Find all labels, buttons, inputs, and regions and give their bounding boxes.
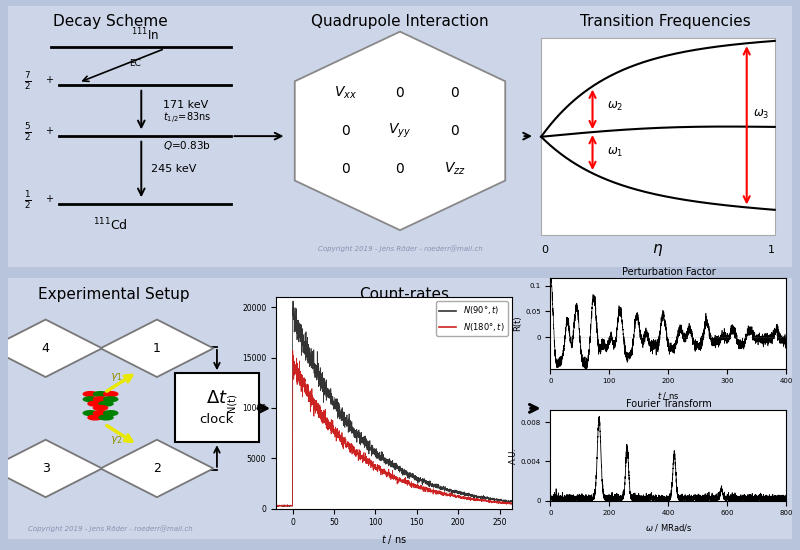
Text: $^{111}$Cd: $^{111}$Cd <box>93 217 127 233</box>
Text: 2: 2 <box>153 462 161 475</box>
Text: 1: 1 <box>767 245 774 255</box>
Text: +: + <box>45 194 53 204</box>
Circle shape <box>94 411 107 415</box>
Text: $\gamma_2$: $\gamma_2$ <box>110 434 122 446</box>
Legend: $N(90°,t)$, $N(180°,t)$: $N(90°,t)$, $N(180°,t)$ <box>436 301 508 336</box>
X-axis label: $\omega$ / MRad/s: $\omega$ / MRad/s <box>645 522 692 533</box>
Circle shape <box>104 411 118 415</box>
Text: Count-rates: Count-rates <box>359 287 449 303</box>
Text: Copyright 2019 - Jens Röder - roederr@mail.ch: Copyright 2019 - Jens Röder - roederr@ma… <box>318 245 482 252</box>
Circle shape <box>83 397 98 401</box>
Title: Perturbation Factor: Perturbation Factor <box>622 267 715 277</box>
Text: Transition Frequencies: Transition Frequencies <box>580 14 750 29</box>
Text: 4: 4 <box>42 342 50 355</box>
Text: Quadrupole Interaction: Quadrupole Interaction <box>311 14 489 29</box>
Text: +: + <box>45 126 53 136</box>
Y-axis label: N(t): N(t) <box>226 393 237 412</box>
Text: Copyright 2019 - Jens Röder - roederr@mail.ch: Copyright 2019 - Jens Röder - roederr@ma… <box>27 525 192 532</box>
Text: $\Delta t$: $\Delta t$ <box>206 389 228 407</box>
Circle shape <box>99 415 113 420</box>
Y-axis label: R(t): R(t) <box>514 315 522 331</box>
Title: Fourier Transform: Fourier Transform <box>626 399 711 409</box>
Text: 0: 0 <box>341 124 350 138</box>
Text: $\gamma_1$: $\gamma_1$ <box>110 371 122 383</box>
Text: $\frac{1}{2}$: $\frac{1}{2}$ <box>24 189 31 211</box>
Text: $\omega_3$: $\omega_3$ <box>753 108 770 122</box>
Text: 0: 0 <box>396 86 404 100</box>
FancyBboxPatch shape <box>541 38 774 235</box>
Text: clock: clock <box>200 413 234 426</box>
Text: Count-rate Ratio/FT: Count-rate Ratio/FT <box>590 287 739 303</box>
Text: EC: EC <box>129 59 141 68</box>
Text: $\frac{7}{2}$: $\frac{7}{2}$ <box>24 70 31 92</box>
Text: 245 keV: 245 keV <box>150 164 196 174</box>
Polygon shape <box>294 31 506 230</box>
Y-axis label: A.U.: A.U. <box>509 447 518 464</box>
FancyBboxPatch shape <box>0 274 800 543</box>
Circle shape <box>104 392 118 397</box>
Circle shape <box>94 392 107 397</box>
Text: 171 keV: 171 keV <box>163 100 209 110</box>
Circle shape <box>88 415 102 420</box>
Text: $\eta$: $\eta$ <box>652 242 663 258</box>
Circle shape <box>94 397 107 401</box>
FancyBboxPatch shape <box>175 373 259 442</box>
Circle shape <box>104 397 118 401</box>
Text: 0: 0 <box>450 124 459 138</box>
Circle shape <box>88 402 102 406</box>
X-axis label: $t$ / ns: $t$ / ns <box>657 390 680 401</box>
Text: Decay Scheme: Decay Scheme <box>53 14 167 29</box>
Text: $\omega_1$: $\omega_1$ <box>606 146 623 159</box>
Text: +: + <box>45 75 53 85</box>
Polygon shape <box>101 440 214 497</box>
Text: 0: 0 <box>341 162 350 176</box>
Text: $\frac{5}{2}$: $\frac{5}{2}$ <box>24 121 31 143</box>
Text: $^{111}$In: $^{111}$In <box>131 27 159 43</box>
X-axis label: $t$ / ns: $t$ / ns <box>381 533 407 546</box>
Text: 0: 0 <box>542 245 549 255</box>
Text: 1: 1 <box>153 342 161 355</box>
Text: $Q$=0.83b: $Q$=0.83b <box>163 139 211 152</box>
Polygon shape <box>0 320 102 377</box>
Text: 3: 3 <box>42 462 50 475</box>
Text: $\omega_2$: $\omega_2$ <box>606 100 623 113</box>
Text: $V_{zz}$: $V_{zz}$ <box>444 161 466 177</box>
Text: Experimental Setup: Experimental Setup <box>38 287 190 303</box>
Text: 0: 0 <box>396 162 404 176</box>
Circle shape <box>83 392 98 397</box>
Text: $V_{yy}$: $V_{yy}$ <box>389 122 411 140</box>
Circle shape <box>99 402 113 406</box>
Text: 0: 0 <box>450 86 459 100</box>
Polygon shape <box>101 320 214 377</box>
Polygon shape <box>0 440 102 497</box>
Text: $V_{xx}$: $V_{xx}$ <box>334 85 357 101</box>
Circle shape <box>83 411 98 415</box>
FancyBboxPatch shape <box>0 2 800 271</box>
Text: $t_{1/2}$=83ns: $t_{1/2}$=83ns <box>163 111 211 126</box>
Circle shape <box>94 405 107 410</box>
